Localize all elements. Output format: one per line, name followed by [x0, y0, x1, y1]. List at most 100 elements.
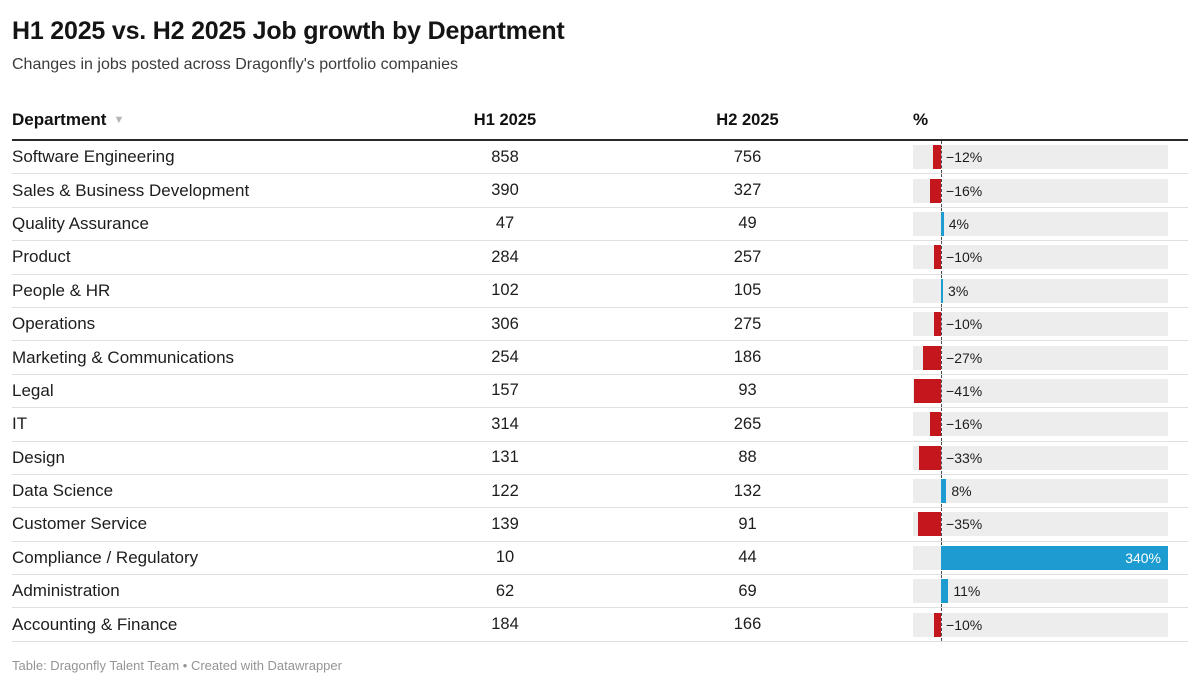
change-bar-cell: −27%	[905, 341, 1188, 374]
percent-change-label: 11%	[953, 583, 981, 600]
bar-track	[913, 445, 1168, 470]
negative-change-bar	[930, 178, 942, 203]
change-bar-cell: −41%	[905, 374, 1188, 408]
h1-value-cell: 122	[491, 481, 519, 500]
page-title: H1 2025 vs. H2 2025 Job growth by Depart…	[12, 17, 565, 45]
zero-line	[941, 374, 943, 408]
h1-value-cell: 306	[491, 314, 519, 333]
department-cell: Software Engineering	[12, 147, 175, 167]
h1-value-cell: 62	[495, 581, 515, 600]
table-row: People & HR 102 105 3%	[12, 274, 1188, 308]
department-cell: Quality Assurance	[12, 213, 150, 233]
change-bar-cell: −16%	[905, 408, 1188, 441]
h1-value-cell: 184	[491, 615, 519, 634]
bar-track	[913, 345, 1168, 370]
h1-value-cell: 858	[491, 147, 519, 166]
department-cell: Customer Service	[12, 514, 148, 534]
change-bar-cell: −10%	[905, 307, 1188, 341]
bar-track	[913, 211, 1168, 236]
zero-line	[941, 341, 943, 374]
percent-change-label: 3%	[948, 282, 969, 299]
h2-value-cell: 91	[738, 514, 757, 533]
percent-change-label: −12%	[946, 149, 983, 166]
bar-track	[913, 378, 1168, 403]
table-row: Data Science 122 132 8%	[12, 474, 1188, 509]
percent-change-label: −10%	[946, 316, 983, 333]
column-header-h2-2025[interactable]: H2 2025	[716, 110, 779, 129]
department-cell: People & HR	[12, 280, 111, 300]
h1-value-cell: 131	[491, 448, 519, 467]
change-bar-cell: −35%	[905, 508, 1188, 541]
h1-value-cell: 314	[491, 414, 519, 433]
percent-change-label: −10%	[946, 616, 983, 633]
h2-value-cell: 166	[733, 615, 762, 634]
percent-change-label: −16%	[946, 182, 983, 199]
bar-track	[913, 512, 1168, 537]
percent-change-label: 4%	[948, 215, 969, 232]
table-header-row: Department ▼ H1 2025 H2 2025 %	[12, 101, 1188, 141]
zero-line	[941, 307, 943, 341]
percent-change-label: −16%	[946, 416, 983, 433]
h2-value-cell: 44	[738, 548, 757, 567]
h2-value-cell: 327	[733, 181, 762, 200]
h2-value-cell: 93	[738, 381, 757, 400]
h2-value-cell: 265	[733, 414, 762, 433]
percent-change-label: 8%	[951, 483, 972, 500]
negative-change-bar	[917, 512, 942, 537]
department-cell: Administration	[12, 581, 120, 601]
department-cell: Data Science	[12, 481, 114, 501]
h2-value-cell: 756	[733, 147, 762, 166]
zero-line	[941, 441, 943, 474]
negative-change-bar	[933, 145, 942, 170]
table-row: Operations 306 275 −10%	[12, 307, 1188, 342]
zero-line	[941, 174, 943, 207]
h2-value-cell: 88	[738, 448, 757, 467]
h1-value-cell: 157	[491, 381, 519, 400]
department-cell: IT	[12, 414, 28, 434]
bar-track	[913, 479, 1168, 504]
negative-change-bar	[934, 612, 942, 637]
bar-track	[913, 412, 1168, 437]
table-row: IT 314 265 −16%	[12, 408, 1188, 442]
column-header-department[interactable]: Department ▼	[12, 110, 420, 130]
zero-line	[941, 508, 943, 541]
percent-change-label: −10%	[946, 249, 983, 266]
table-body: Software Engineering 858 756 −12% Sales & Bu…	[12, 141, 1188, 642]
percent-change-label: −41%	[946, 382, 983, 399]
table-row: Product 284 257 −10%	[12, 241, 1188, 275]
positive-change-bar	[941, 545, 1168, 570]
department-cell: Compliance / Regulatory	[12, 547, 199, 567]
negative-change-bar	[930, 412, 942, 437]
change-bar-cell: 3%	[905, 274, 1188, 307]
column-header-department-label: Department	[12, 110, 107, 129]
h1-value-cell: 390	[491, 181, 519, 200]
percent-change-label: −33%	[946, 449, 983, 466]
department-cell: Operations	[12, 314, 96, 334]
h2-value-cell: 186	[733, 348, 762, 367]
change-bar-cell: 4%	[905, 207, 1188, 241]
h2-value-cell: 69	[738, 581, 757, 600]
negative-change-bar	[934, 312, 942, 337]
table-row: Quality Assurance 47 49 4%	[12, 207, 1188, 242]
negative-change-bar	[913, 378, 942, 403]
bar-track	[913, 145, 1168, 170]
change-bar-cell: −10%	[905, 241, 1188, 274]
negative-change-bar	[919, 445, 942, 470]
positive-change-bar	[941, 278, 944, 303]
negative-change-bar	[923, 345, 942, 370]
h2-value-cell: 49	[738, 214, 757, 233]
bar-track	[913, 612, 1168, 637]
bar-track	[913, 579, 1168, 604]
h2-value-cell: 105	[733, 281, 762, 300]
column-header-percent[interactable]: %	[913, 110, 929, 129]
percent-change-label: −35%	[946, 516, 983, 533]
change-bar-cell: 8%	[905, 474, 1188, 508]
negative-change-bar	[934, 245, 942, 270]
table-row: Customer Service 139 91 −35%	[12, 508, 1188, 542]
zero-line	[941, 408, 943, 441]
h1-value-cell: 254	[491, 348, 519, 367]
column-header-h1-2025[interactable]: H1 2025	[473, 110, 537, 129]
sort-descending-icon: ▼	[113, 113, 125, 126]
change-bar-cell: −12%	[905, 141, 1188, 174]
table-row: Administration 62 69 11%	[12, 575, 1188, 609]
